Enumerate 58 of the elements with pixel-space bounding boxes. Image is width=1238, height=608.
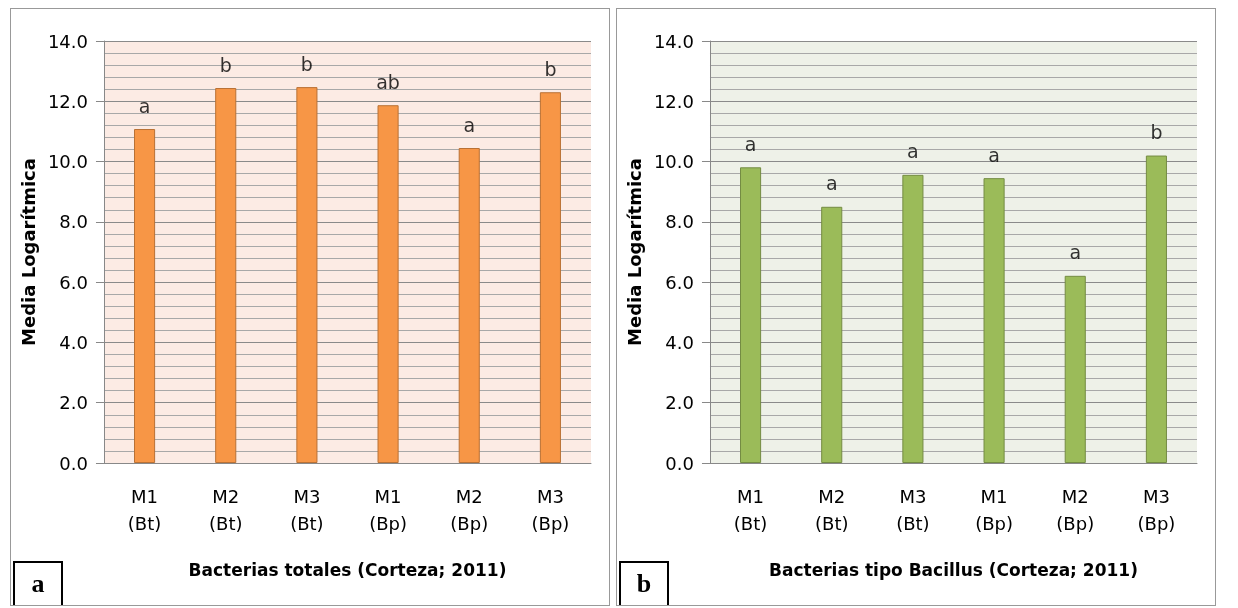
- y-tick-label: 4.0: [59, 331, 88, 353]
- bar: [458, 148, 480, 463]
- annotation: b: [219, 53, 232, 76]
- annotation: ab: [376, 70, 400, 93]
- y-tick-label: 2.0: [59, 392, 88, 414]
- annotation: a: [744, 132, 757, 155]
- x-tick-label: M1 (Bt): [733, 486, 768, 534]
- annotation: a: [988, 143, 1000, 166]
- y-axis-title: Media Logarítmica: [623, 158, 645, 346]
- annotation: a: [907, 140, 919, 163]
- annotation: b: [300, 52, 313, 75]
- x-tick-label: M2 (Bp): [1056, 486, 1095, 534]
- x-tick-label: M2 (Bp): [450, 486, 489, 534]
- y-axis-title: Media Logarítmica: [17, 158, 39, 346]
- annotation: b: [1150, 121, 1163, 144]
- x-tick-label: M3 (Bt): [896, 486, 930, 534]
- y-tick-label: 12.0: [653, 90, 694, 112]
- bar: [902, 174, 924, 463]
- x-tick-label: M2 (Bt): [209, 486, 243, 534]
- y-tick-label: 12.0: [47, 90, 88, 112]
- bar: [983, 178, 1005, 463]
- y-tick-label: 0.0: [59, 452, 88, 474]
- x-axis-title: Bacterias tipo Bacillus (Corteza; 2011): [769, 559, 1138, 580]
- bar: [296, 87, 318, 463]
- y-tick-label: 10.0: [47, 151, 88, 173]
- x-tick-label: M3 (Bp): [1137, 486, 1176, 534]
- bar: [377, 105, 399, 463]
- bar: [539, 92, 561, 463]
- annotation: a: [463, 113, 476, 136]
- y-tick-label: 6.0: [665, 271, 694, 293]
- y-tick-label: 8.0: [665, 211, 694, 233]
- y-tick-label: 2.0: [665, 392, 694, 414]
- x-tick-label: M1 (Bp): [369, 486, 407, 534]
- bar: [134, 129, 156, 463]
- annotation: a: [138, 94, 151, 117]
- y-tick-label: 14.0: [653, 30, 694, 52]
- annotation: a: [825, 172, 838, 195]
- text: a: [13, 561, 63, 605]
- bar: [821, 206, 843, 463]
- y-tick-label: 0.0: [665, 452, 694, 474]
- y-tick-label: 6.0: [59, 271, 88, 293]
- x-tick-label: M3 (Bt): [290, 486, 324, 534]
- x-tick-label: M3 (Bp): [531, 486, 570, 534]
- x-axis-title: Bacterias totales (Corteza; 2011): [188, 559, 507, 580]
- bar: [1064, 275, 1086, 463]
- bar: [215, 88, 237, 463]
- x-tick-label: M1 (Bt): [127, 486, 162, 534]
- y-tick-label: 14.0: [47, 30, 88, 52]
- bar: [1145, 155, 1167, 463]
- x-tick-label: M2 (Bt): [815, 486, 849, 534]
- bar: [740, 167, 762, 463]
- x-tick-label: M1 (Bp): [975, 486, 1013, 534]
- text: b: [619, 561, 669, 605]
- annotation: b: [544, 57, 557, 80]
- y-tick-label: 8.0: [59, 211, 88, 233]
- annotation: a: [1069, 241, 1082, 264]
- y-tick-label: 4.0: [665, 331, 694, 353]
- y-tick-label: 10.0: [653, 151, 694, 173]
